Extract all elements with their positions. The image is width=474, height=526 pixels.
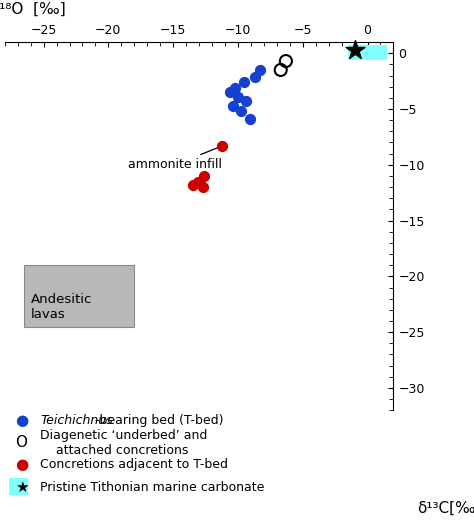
Point xyxy=(201,172,208,180)
Bar xyxy=(348,45,387,60)
Text: ●: ● xyxy=(15,413,28,428)
Point xyxy=(242,97,249,105)
Text: Andesitic
lavas: Andesitic lavas xyxy=(31,293,92,321)
Point xyxy=(194,177,201,186)
Point xyxy=(246,115,254,123)
Point xyxy=(219,141,226,150)
Text: δ ¹⁸O  [‰]: δ ¹⁸O [‰] xyxy=(0,1,66,16)
Point xyxy=(282,57,290,65)
Point xyxy=(237,107,244,116)
Text: Pristine Tithonian marine carbonate: Pristine Tithonian marine carbonate xyxy=(40,481,264,493)
Text: Teichichnus: Teichichnus xyxy=(40,414,113,427)
Point xyxy=(189,181,196,189)
Text: Diagenetic ‘underbed’ and
    attached concretions: Diagenetic ‘underbed’ and attached concr… xyxy=(40,429,208,457)
Point xyxy=(351,46,358,54)
Point xyxy=(229,102,237,110)
Text: Concretions adjacent to T-bed: Concretions adjacent to T-bed xyxy=(40,459,228,471)
Point xyxy=(277,66,284,74)
Point xyxy=(227,88,234,96)
Point xyxy=(251,73,259,81)
Text: ●: ● xyxy=(15,458,28,472)
Bar xyxy=(24,265,134,327)
Point xyxy=(199,183,207,191)
Point xyxy=(232,84,239,92)
Text: -bearing bed (T-bed): -bearing bed (T-bed) xyxy=(95,414,223,427)
Text: ammonite infill: ammonite infill xyxy=(128,147,222,171)
Point xyxy=(256,66,264,74)
Text: O: O xyxy=(15,436,27,450)
Point xyxy=(241,78,248,86)
Text: ★: ★ xyxy=(15,480,28,494)
Point xyxy=(234,93,242,101)
Text: δ¹³C[‰]: δ¹³C[‰] xyxy=(417,500,474,515)
